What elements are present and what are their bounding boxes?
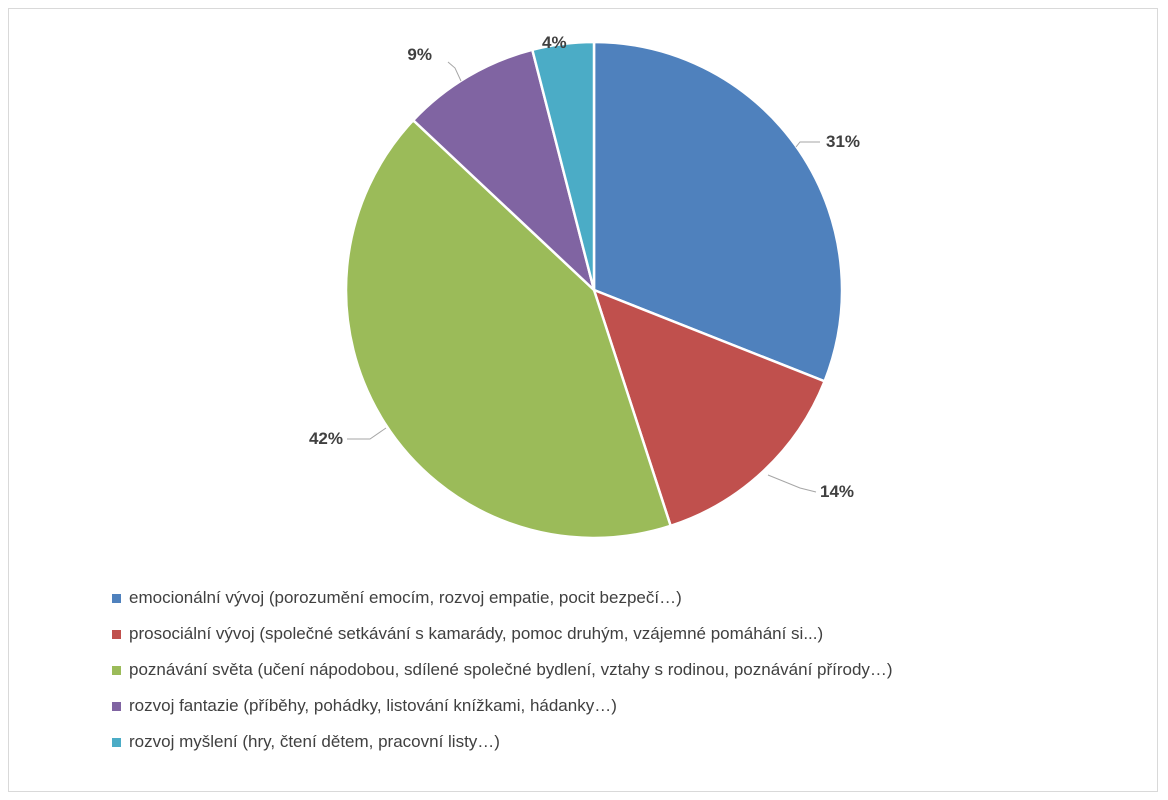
legend-swatch-2 [112,629,121,639]
pie-slices [344,40,844,540]
pie-slice-4 [411,48,597,294]
legend-swatch-4 [112,701,121,711]
leader-lines [347,61,820,493]
leader-line-4 [447,61,462,82]
data-label-1: 31% [826,132,860,151]
data-label-2: 14% [820,482,854,501]
pie-slice-5 [530,40,596,291]
leader-line-3 [347,427,387,440]
legend-item-4: rozvoj fantazie (příběhy, pohádky, listo… [112,688,893,724]
data-label-5: 4% [542,33,567,52]
legend-label-3: poznávání světa (učení nápodobou, sdílen… [129,660,893,679]
legend-item-2: prosociální vývoj (společné setkávání s … [112,616,893,652]
pie-slice-3 [344,118,673,540]
leader-line-1 [795,141,820,148]
legend-swatch-3 [112,665,121,675]
data-label-3: 42% [309,429,343,448]
leader-line-2 [767,474,817,493]
data-label-4: 9% [407,45,432,64]
legend-swatch-1 [112,593,121,603]
legend: emocionální vývoj (porozumění emocím, ro… [112,580,893,760]
legend-label-2: prosociální vývoj (společné setkávání s … [129,624,824,643]
data-labels: 31% 14% 42% 9% 4% [309,33,860,501]
legend-swatch-5 [112,737,121,747]
pie-chart: 31% 14% 42% 9% 4% [309,33,860,540]
legend-label-5: rozvoj myšlení (hry, čtení dětem, pracov… [129,732,500,751]
legend-label-1: emocionální vývoj (porozumění emocím, ro… [129,588,682,607]
pie-slice-1 [592,40,844,383]
legend-item-5: rozvoj myšlení (hry, čtení dětem, pracov… [112,724,893,760]
legend-item-1: emocionální vývoj (porozumění emocím, ro… [112,580,893,616]
legend-label-4: rozvoj fantazie (příběhy, pohádky, listo… [129,696,617,715]
legend-item-3: poznávání světa (učení nápodobou, sdílen… [112,652,893,688]
